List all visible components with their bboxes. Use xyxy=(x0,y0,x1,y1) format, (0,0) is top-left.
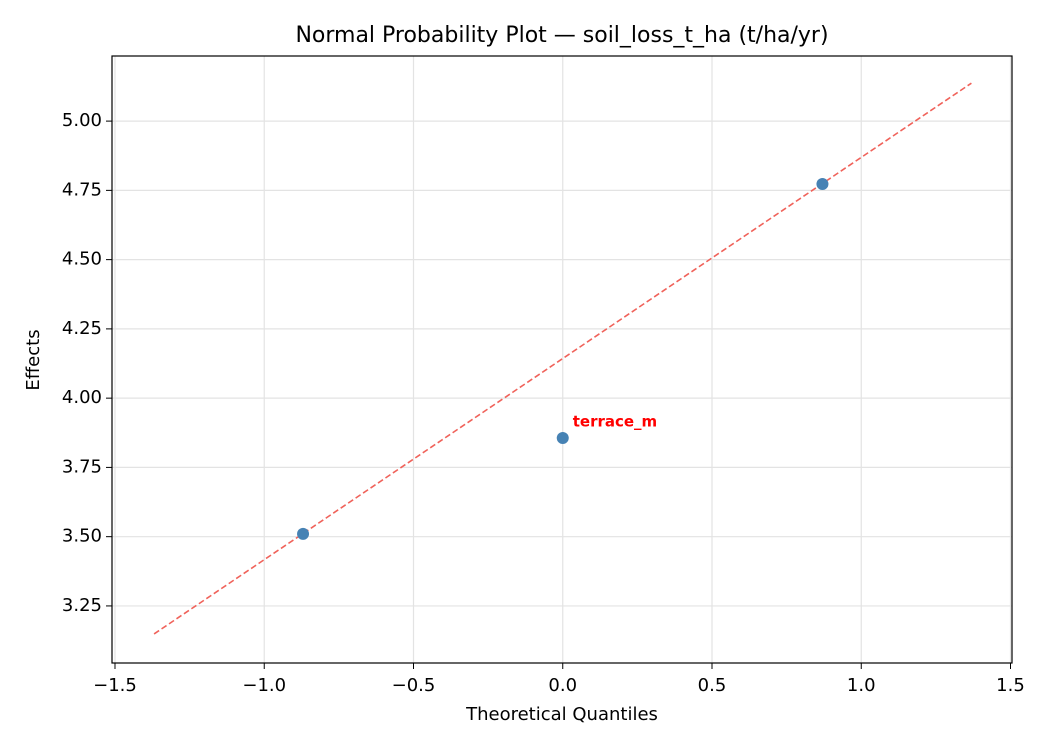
y-tick-label: 4.50 xyxy=(62,249,102,270)
chart-title: Normal Probability Plot — soil_loss_t_ha… xyxy=(295,23,828,48)
y-tick-label: 4.75 xyxy=(62,179,102,200)
x-tick-label: −1.5 xyxy=(93,675,137,696)
y-tick-label: 3.75 xyxy=(62,456,102,477)
y-tick-label: 4.00 xyxy=(62,387,102,408)
x-tick-label: 1.5 xyxy=(996,675,1025,696)
x-tick-label: −0.5 xyxy=(392,675,436,696)
x-tick-label: 1.0 xyxy=(847,675,876,696)
data-point xyxy=(556,432,569,445)
y-tick-label: 3.50 xyxy=(62,526,102,547)
x-tick-label: 0.5 xyxy=(698,675,727,696)
point-label: terrace_m xyxy=(573,413,657,431)
data-point xyxy=(816,177,829,190)
data-point xyxy=(297,527,310,540)
x-tick-label: −1.0 xyxy=(242,675,286,696)
y-axis-label: Effects xyxy=(23,329,44,390)
reference-line xyxy=(153,82,972,635)
y-tick-label: 5.00 xyxy=(62,110,102,131)
x-axis-label: Theoretical Quantiles xyxy=(465,704,658,725)
plot-frame xyxy=(111,55,1013,664)
x-tick-label: 0.0 xyxy=(548,675,577,696)
y-tick-label: 4.25 xyxy=(62,318,102,339)
y-tick-label: 3.25 xyxy=(62,595,102,616)
